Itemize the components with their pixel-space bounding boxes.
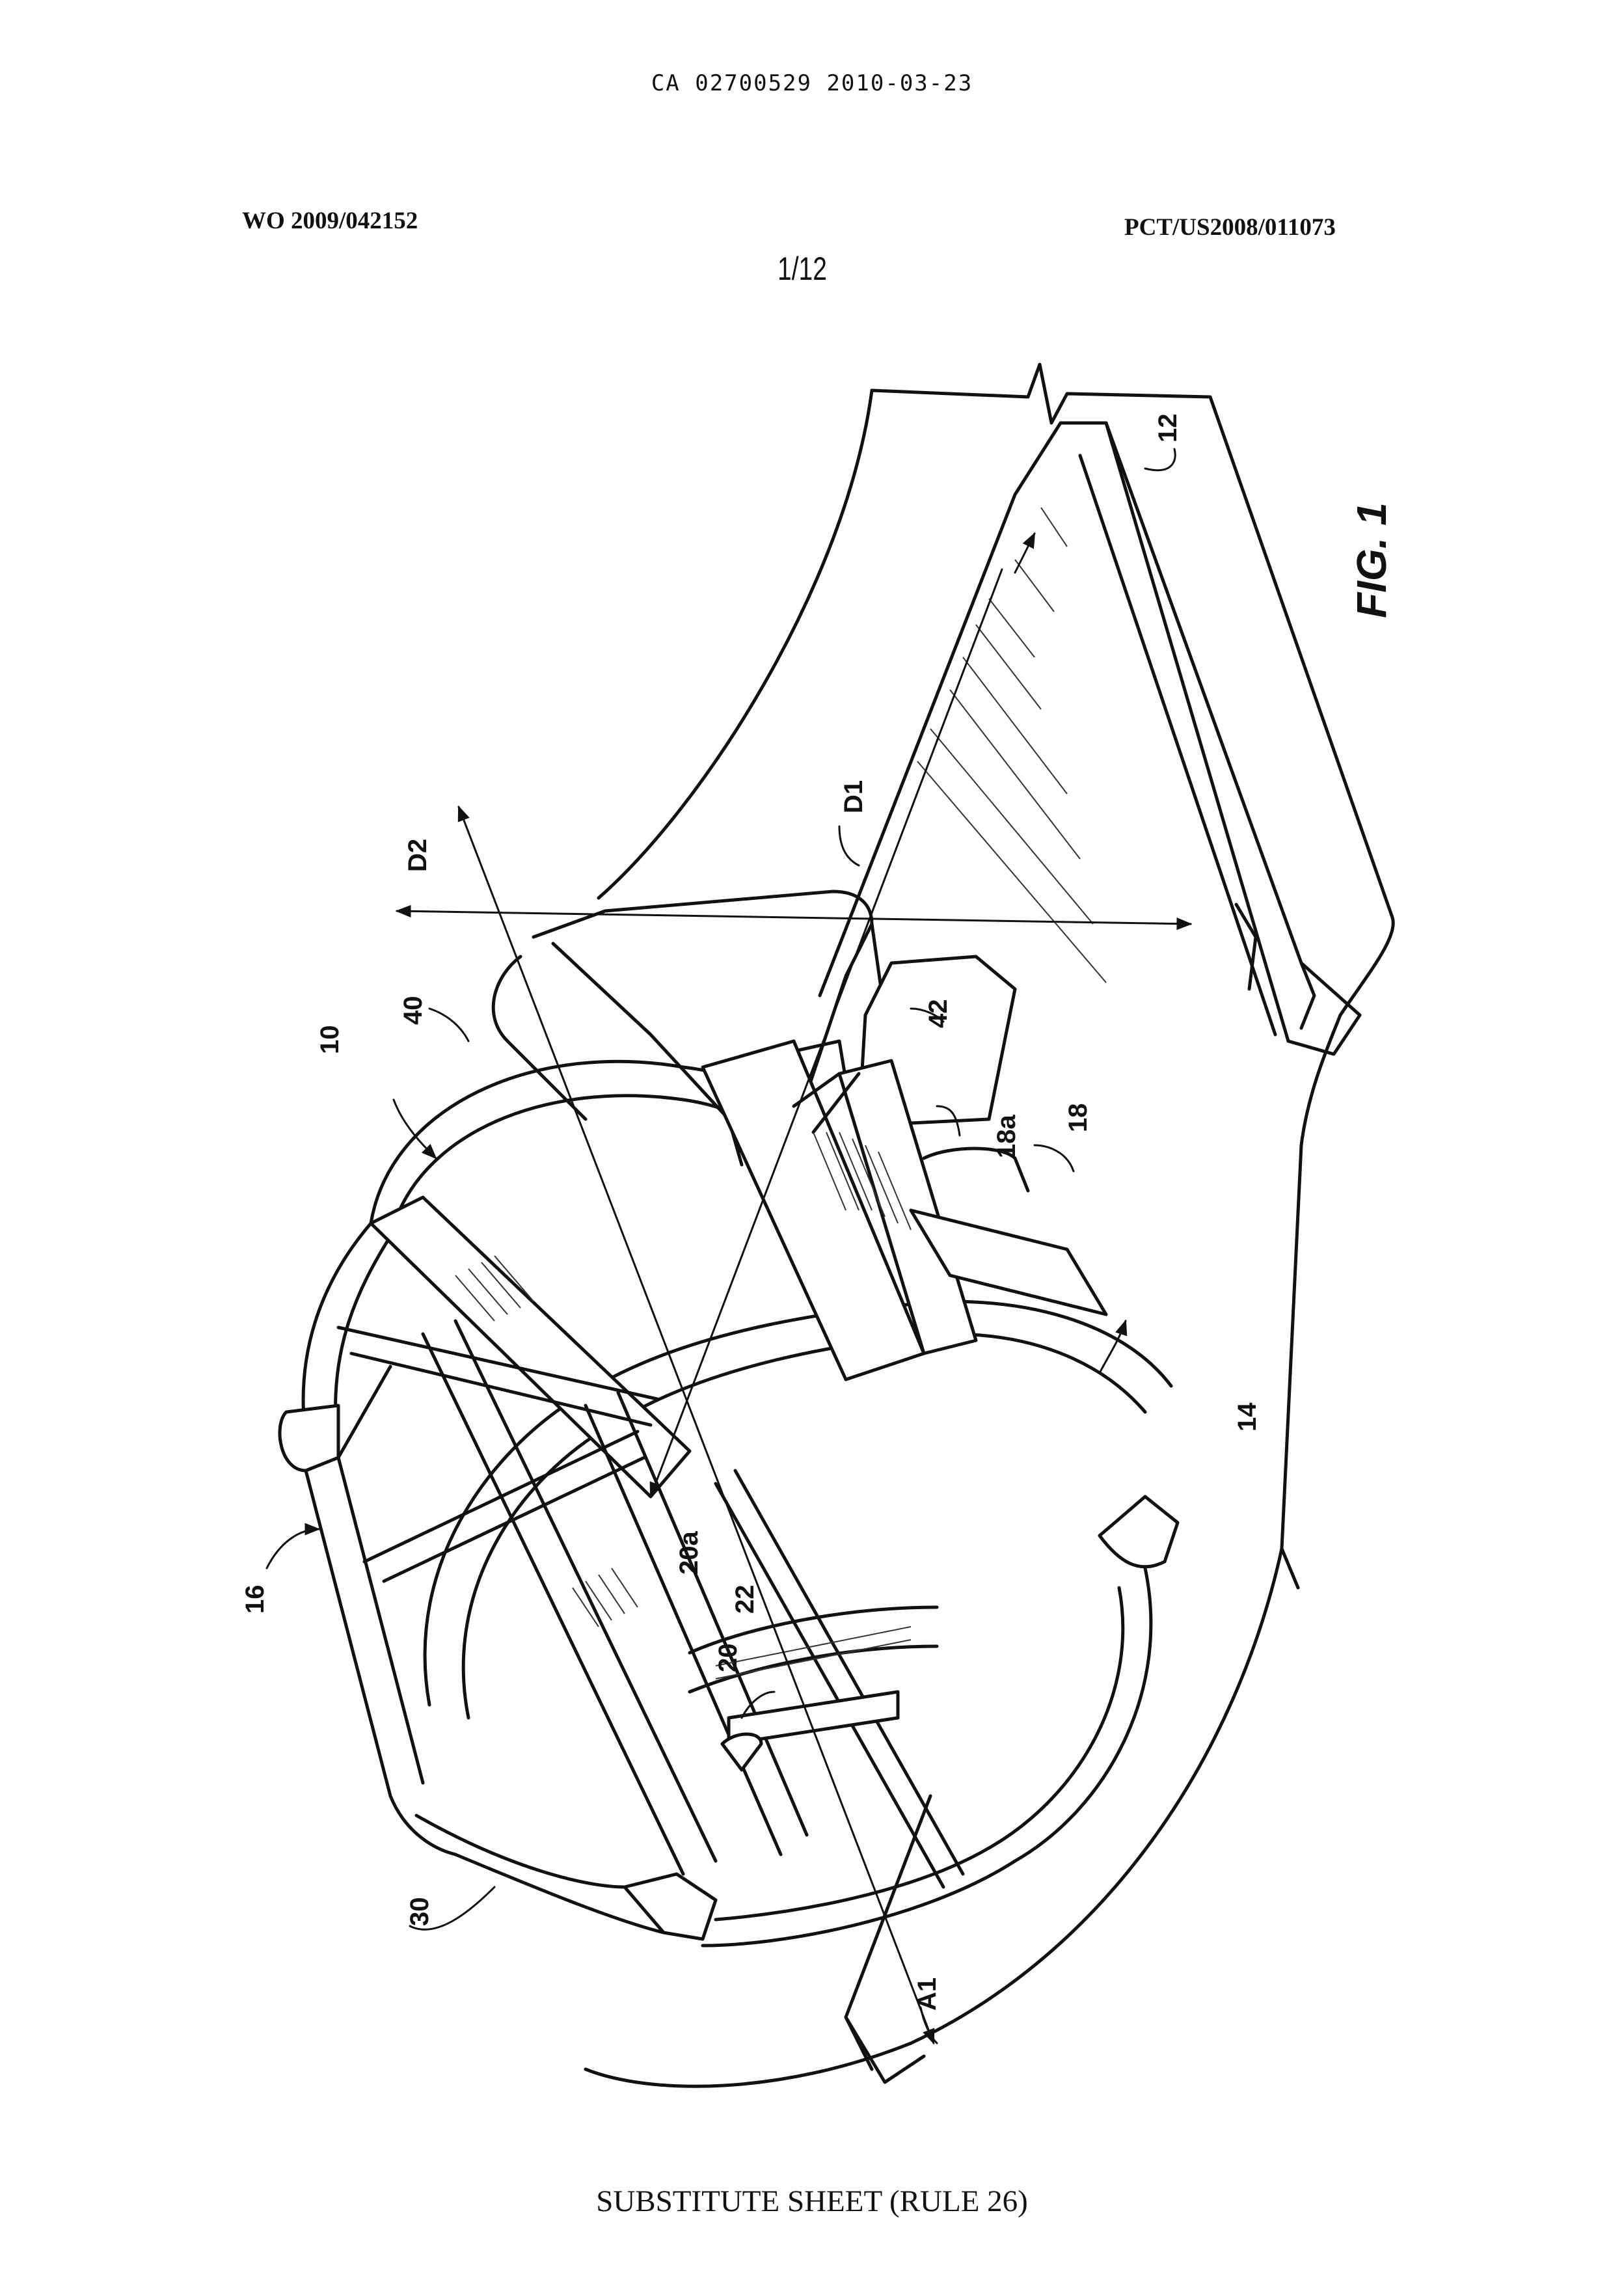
label-d2: D2 xyxy=(403,839,432,872)
label-d1: D1 xyxy=(839,780,868,813)
label-12: 12 xyxy=(1154,414,1182,443)
leader-16 xyxy=(267,1529,319,1568)
label-20a: 20a xyxy=(675,1531,703,1575)
leader-d1 xyxy=(839,826,859,865)
floor-outline xyxy=(586,364,1393,2086)
label-a1: A1 xyxy=(913,1977,941,2011)
arrow-d2-line xyxy=(397,911,1191,924)
figure-label: FIG. 1 xyxy=(1348,502,1395,618)
leader-12 xyxy=(1145,449,1175,470)
gantry-frame xyxy=(280,1041,1178,1946)
label-22: 22 xyxy=(731,1585,759,1614)
leader-10 xyxy=(394,1100,436,1158)
label-18: 18 xyxy=(1064,1104,1092,1133)
arrow-a1-line xyxy=(459,807,934,2043)
label-42: 42 xyxy=(924,999,953,1029)
label-30: 30 xyxy=(405,1897,434,1927)
leader-14 xyxy=(1100,1321,1126,1373)
label-18a: 18a xyxy=(992,1115,1021,1158)
leader-40 xyxy=(429,1009,468,1041)
leader-18 xyxy=(1035,1145,1074,1171)
label-20: 20 xyxy=(714,1644,742,1673)
label-16: 16 xyxy=(241,1585,269,1614)
label-40: 40 xyxy=(399,996,427,1026)
label-10: 10 xyxy=(316,1026,344,1055)
footer-text: SUBSTITUTE SHEET (RULE 26) xyxy=(0,2184,1624,2219)
label-14: 14 xyxy=(1233,1402,1262,1432)
